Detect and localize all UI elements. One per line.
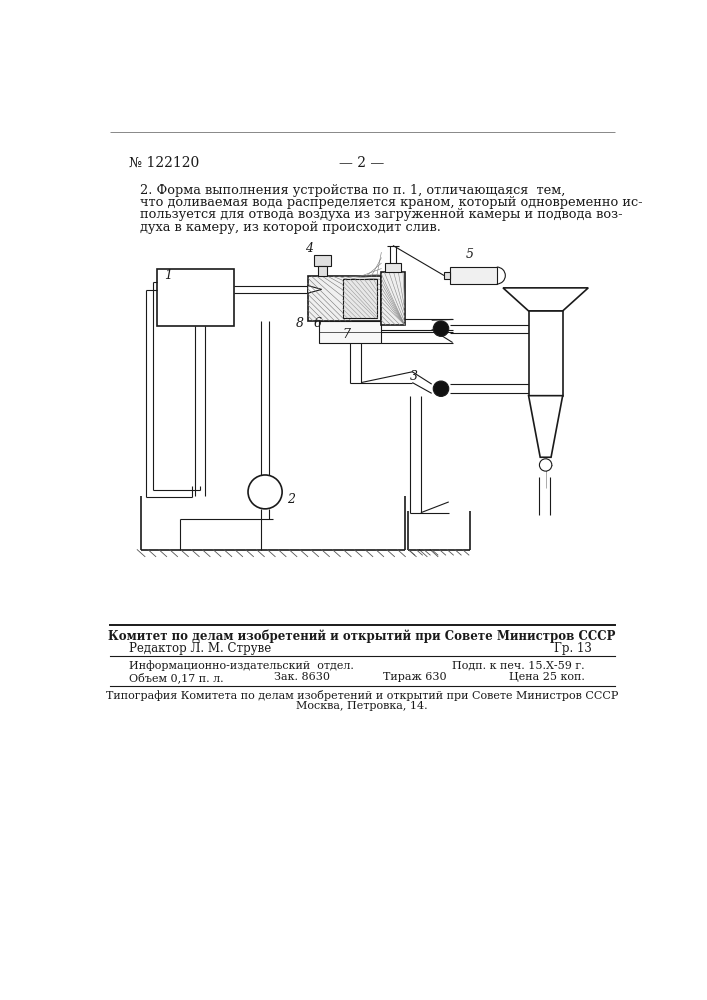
Text: № 122120: № 122120 [129,156,199,170]
Text: Комитет по делам изобретений и открытий при Совете Министров СССР: Комитет по делам изобретений и открытий … [108,630,616,643]
Text: 8: 8 [296,317,304,330]
Text: пользуется для отвода воздуха из загруженной камеры и подвода воз-: пользуется для отвода воздуха из загруже… [140,208,623,221]
Bar [320,321,381,343]
Circle shape [433,381,449,396]
Bar [444,272,450,279]
Text: 4: 4 [305,242,312,255]
Text: 1: 1 [164,269,173,282]
Text: 7: 7 [343,328,351,341]
Polygon shape [308,286,322,293]
Text: 6: 6 [313,317,321,330]
Text: Типография Комитета по делам изобретений и открытий при Совете Министров СССР: Типография Комитета по делам изобретений… [106,690,618,701]
Text: Цена 25 коп.: Цена 25 коп. [508,672,585,682]
Text: Информационно-издательский  отдел.: Информационно-издательский отдел. [129,661,354,671]
Circle shape [433,321,449,336]
Text: 3: 3 [410,370,418,383]
Text: — 2 —: — 2 — [339,156,385,170]
Text: Тираж 630: Тираж 630 [383,672,447,682]
Text: духа в камеру, из которой происходит слив.: духа в камеру, из которой происходит сли… [140,221,441,234]
Bar [317,266,327,276]
Text: Объем 0,17 п. л.: Объем 0,17 п. л. [129,672,223,683]
Circle shape [248,475,282,509]
Text: Редактор Л. М. Струве: Редактор Л. М. Струве [129,642,271,655]
Bar [156,269,234,326]
Text: 5: 5 [466,248,474,261]
Polygon shape [529,396,563,457]
Bar [529,311,563,396]
Text: 2: 2 [287,493,295,506]
Text: Подп. к печ. 15.Х-59 г.: Подп. к печ. 15.Х-59 г. [452,661,585,671]
Bar [343,279,378,318]
Bar [308,276,381,321]
Polygon shape [503,288,588,311]
Bar [381,272,404,325]
Bar [385,263,401,272]
Bar [450,267,497,284]
Text: 2. Форма выполнения устройства по п. 1, отличающаяся  тем,: 2. Форма выполнения устройства по п. 1, … [140,184,566,197]
Bar [314,255,331,266]
Text: Зак. 8630: Зак. 8630 [274,672,330,682]
Text: Гр. 13: Гр. 13 [554,642,592,655]
Text: Москва, Петровка, 14.: Москва, Петровка, 14. [296,701,428,711]
Circle shape [539,459,552,471]
Text: что доливаемая вода распределяется краном, который одновременно ис-: что доливаемая вода распределяется крано… [140,196,643,209]
